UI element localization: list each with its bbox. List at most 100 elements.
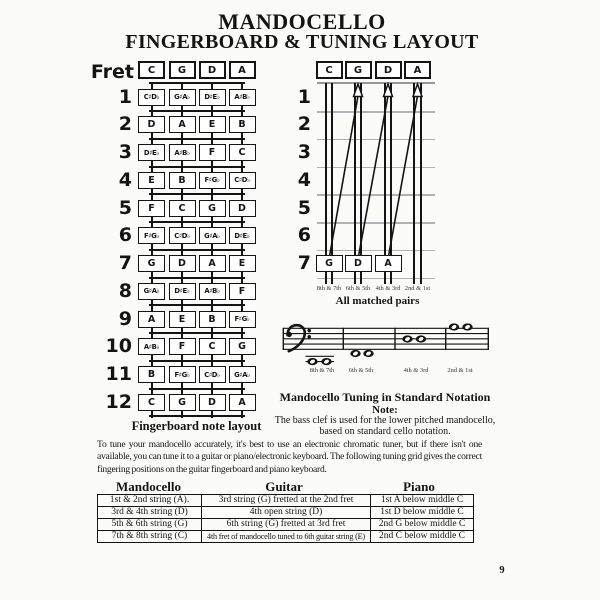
- table-cell: 2nd G below middle C: [370, 518, 474, 531]
- pair-label: 6th & 5th: [345, 285, 371, 292]
- music-staff: [282, 323, 490, 366]
- course-string-line: [360, 83, 363, 285]
- open-string-box: A: [404, 61, 431, 79]
- staff-barlines: [282, 327, 490, 350]
- note-box: G♯A♭: [228, 366, 256, 384]
- note-box: G: [138, 255, 165, 273]
- note-box: A: [138, 310, 165, 328]
- table-cell: 6th string (G) fretted at 3rd fret: [201, 518, 371, 531]
- fret-number: 2: [297, 113, 311, 136]
- note-box: C: [138, 393, 165, 411]
- string-line: [150, 83, 153, 419]
- note-box: F♯G♭: [138, 227, 165, 245]
- note-box: E: [228, 255, 256, 273]
- note-box: C: [168, 199, 196, 217]
- fret-line: [317, 194, 435, 196]
- note-box: G: [228, 338, 256, 356]
- fret-number: 10: [105, 335, 132, 358]
- nut-line: [317, 82, 435, 85]
- fret-number: 2: [118, 113, 132, 136]
- note-box: G: [168, 393, 196, 411]
- note-box: A♯B♭: [138, 338, 165, 356]
- note-box: F: [198, 144, 226, 162]
- fret-line: [149, 137, 245, 140]
- fret-number: 7: [297, 252, 311, 275]
- fret-number: 3: [118, 141, 132, 164]
- fret-number: 4: [297, 168, 311, 191]
- course-string-line: [331, 83, 334, 285]
- intro-paragraph: To tune your mandocello accurately, it's…: [97, 439, 482, 475]
- note-box: D: [168, 255, 196, 273]
- fret-line: [317, 222, 435, 224]
- staff-pair-label: 2nd & 1st: [447, 367, 473, 374]
- matched-pairs-caption: All matched pairs: [335, 295, 420, 307]
- fret-line: [149, 276, 245, 279]
- tuning-table: 1st & 2nd string (A). 3rd string (G) fret…: [97, 494, 474, 543]
- note-box: C♯D♭: [138, 88, 165, 106]
- table-row: 5th & 6th string (G) 6th string (G) frett…: [97, 518, 474, 531]
- course-string-line: [390, 83, 393, 285]
- note-box: F♯G♭: [198, 171, 226, 189]
- fret-line: [149, 82, 245, 85]
- open-string-box: G: [168, 61, 196, 79]
- fret-line: [149, 415, 245, 418]
- bass-clef-icon: [286, 323, 311, 353]
- note-box: F: [138, 199, 165, 217]
- table-cell: 1st A below middle C: [370, 494, 474, 507]
- table-cell: 1st D below middle C: [370, 506, 474, 519]
- table-row: 3rd & 4th string (D) 4th open string (D) 1…: [97, 506, 474, 519]
- note-box: A: [198, 255, 226, 273]
- course-string-line: [419, 83, 422, 285]
- whole-note-icon: [415, 335, 427, 343]
- note-box: C♯D♭: [228, 171, 256, 189]
- note-box: E: [168, 310, 196, 328]
- fret7-note-box: G: [315, 255, 343, 273]
- fret-number: 5: [297, 196, 311, 219]
- fret-line: [317, 111, 435, 113]
- table-cell: 4th fret of mandocello tuned to 6th guit…: [201, 530, 371, 543]
- course-string-line: [383, 83, 386, 285]
- staff-pair-label: 8th & 7th: [309, 367, 335, 374]
- string-line: [211, 83, 213, 419]
- note-box: B: [138, 366, 165, 384]
- fret-line: [317, 138, 435, 141]
- fret-line: [149, 165, 245, 168]
- open-string-box: D: [198, 61, 226, 79]
- fret-number: 12: [105, 390, 132, 413]
- open-string-box: A: [228, 61, 256, 79]
- note-box: B: [228, 116, 256, 134]
- note-box: G♯A♭: [138, 282, 165, 300]
- note-box: F♯G♭: [168, 366, 196, 384]
- note-box: C: [228, 144, 256, 162]
- fret-line: [149, 221, 245, 224]
- pair-label: 2nd & 1st: [404, 285, 431, 292]
- open-string-box: D: [374, 61, 402, 79]
- fret-number: 1: [118, 85, 132, 108]
- note-box: A: [228, 393, 256, 411]
- note-text-line1: The bass clef is used for the lower pitc…: [274, 415, 496, 426]
- fret-number: 7: [118, 252, 132, 275]
- fret-line: [317, 249, 435, 252]
- note-box: D: [198, 393, 226, 411]
- course-string-line: [353, 83, 356, 285]
- pair-label: 4th & 3rd: [375, 285, 401, 292]
- note-box: D: [138, 116, 165, 134]
- fret-number: 6: [297, 224, 311, 247]
- fret-number: 4: [118, 168, 132, 191]
- note-box: E: [198, 116, 226, 134]
- note-box: C♯D♭: [198, 366, 226, 384]
- fret-line: [149, 248, 245, 251]
- table-cell: 1st & 2nd string (A).: [97, 494, 202, 507]
- fret-number: 1: [297, 85, 311, 108]
- fingerboard-caption: Fingerboard note layout: [131, 419, 262, 433]
- table-cell: 7th & 8th string (C): [97, 530, 202, 543]
- note-box: C♯D♭: [168, 227, 196, 245]
- string-line: [241, 83, 243, 419]
- note-text-line2: based on standard cello notation.: [319, 426, 451, 437]
- table-row: 1st & 2nd string (A). 3rd string (G) fret…: [97, 494, 474, 507]
- note-box: A♯B♭: [228, 88, 256, 106]
- fret-number: 9: [118, 307, 132, 330]
- fret-line: [149, 110, 245, 113]
- whole-note-icon: [462, 323, 473, 331]
